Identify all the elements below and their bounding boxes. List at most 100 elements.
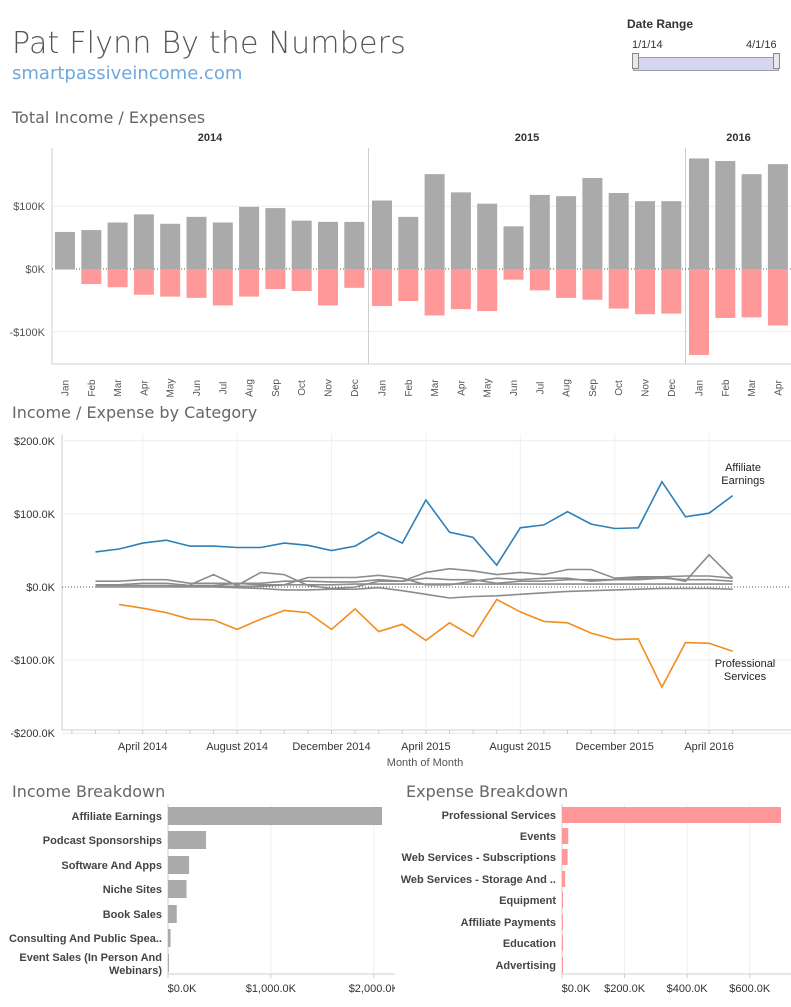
expense-bar — [582, 269, 603, 300]
date-range-end: 4/1/16 — [746, 39, 777, 51]
page-title: Pat Flynn By the Numbers — [12, 26, 406, 61]
income-bar — [582, 177, 603, 269]
income-bar — [450, 192, 471, 269]
expense-breakdown-bar — [562, 828, 569, 844]
site-link[interactable]: smartpassiveincome.com — [12, 63, 243, 84]
expense-bar — [372, 269, 392, 307]
expense-bar — [318, 269, 338, 306]
income-bar — [55, 231, 75, 269]
x-tick-label: April 2016 — [684, 741, 734, 753]
income-breakdown-bar — [168, 856, 190, 874]
income-bar — [107, 222, 128, 269]
date-range-label: Date Range — [627, 17, 694, 31]
expense-bar — [608, 269, 629, 309]
income-breakdown-bar — [168, 880, 187, 898]
expense-bar — [291, 269, 312, 291]
category-label: Niche Sites — [103, 884, 162, 896]
income-bar — [741, 174, 762, 269]
date-range-start-handle[interactable] — [632, 53, 639, 69]
panel-header: 2016 — [726, 132, 750, 144]
month-tick-label: Sep — [271, 379, 282, 397]
month-tick-label: Dec — [350, 379, 361, 397]
income-breakdown-title: Income Breakdown — [12, 782, 166, 801]
y-tick-label: -$100.0K — [10, 655, 55, 667]
expense-bar — [133, 269, 154, 295]
date-range-end-handle[interactable] — [773, 53, 780, 69]
y-tick-label: $0.0K — [26, 582, 55, 594]
y-tick-label: $200.0K — [14, 436, 56, 448]
month-tick-label: Feb — [87, 379, 98, 397]
x-tick-label: April 2014 — [118, 741, 168, 753]
expense-breakdown-bar — [562, 849, 568, 865]
professional-services-label: Professional — [715, 658, 776, 670]
expense-breakdown-title: Expense Breakdown — [406, 782, 569, 801]
expense-breakdown-chart: Professional Services Events Web Services … — [401, 804, 791, 995]
income-bar — [212, 222, 233, 269]
total-income-expenses-chart: $100K $0K -$100K 2014 2015 2016 Jan Feb Mar Apr Ma… — [10, 132, 791, 398]
affiliate-earnings-label: Affiliate — [725, 462, 761, 474]
expense-bar — [767, 269, 788, 326]
professional-services-line — [118, 598, 733, 689]
panel-header: 2015 — [515, 132, 539, 144]
y-tick-label: -$200.0K — [10, 728, 55, 740]
panel-header: 2014 — [198, 132, 223, 144]
income-breakdown-chart: Affiliate Earnings Podcast Sponsorships So… — [9, 804, 395, 995]
expense-bar — [715, 269, 736, 318]
month-tick-label: May — [166, 379, 177, 398]
expense-bar — [556, 269, 577, 298]
x-axis-label: Month of Month — [387, 757, 463, 769]
income-bar — [767, 164, 788, 269]
expense-breakdown-bar — [562, 892, 563, 908]
month-tick-label: Oct — [297, 380, 308, 396]
month-tick-label: Apr — [773, 380, 784, 396]
category-label: Professional Services — [442, 810, 556, 822]
income-bar — [477, 203, 498, 269]
month-tick-label: Jul — [535, 382, 546, 395]
category-line — [95, 583, 733, 588]
month-tick-label: Sep — [588, 379, 599, 397]
month-tick-label: Dec — [667, 379, 678, 397]
category-label: Advertising — [495, 960, 556, 972]
expense-bar — [477, 269, 498, 312]
expense-bar — [450, 269, 471, 310]
affiliate-earnings-line — [95, 480, 734, 567]
income-bar — [186, 216, 207, 269]
date-range-slider[interactable] — [633, 57, 779, 71]
income-bar — [635, 201, 655, 269]
income-bar — [291, 220, 312, 269]
x-tick-label: August 2014 — [206, 741, 268, 753]
month-tick-label: Jun — [509, 380, 520, 396]
x-tick-label: April 2015 — [401, 741, 451, 753]
expense-breakdown-bar — [562, 871, 566, 887]
month-tick-label: Nov — [641, 379, 652, 397]
expense-bar — [212, 269, 233, 306]
expense-bar — [424, 269, 445, 316]
income-bar — [608, 193, 629, 269]
expense-bar — [661, 269, 682, 314]
income-bar — [265, 208, 286, 269]
expense-bar — [398, 269, 419, 302]
month-tick-label: Apr — [139, 380, 150, 396]
month-tick-label: Feb — [721, 379, 732, 397]
month-tick-label: Oct — [614, 380, 625, 396]
expense-bar — [239, 269, 260, 297]
income-bar — [503, 226, 524, 269]
affiliate-earnings-label: Earnings — [721, 475, 765, 487]
expense-bar — [635, 269, 655, 315]
expense-breakdown-bar — [562, 935, 563, 951]
expense-bar — [265, 269, 286, 290]
expense-bar — [529, 269, 550, 291]
income-bar — [372, 200, 392, 269]
x-tick-label: $0.0K — [168, 983, 197, 995]
x-tick-label: December 2015 — [576, 741, 654, 753]
income-breakdown-bar — [168, 807, 382, 825]
category-label: Web Services - Storage And .. — [401, 874, 556, 886]
category-line-chart: $200.0K $100.0K $0.0K -$100.0K -$200.0K April… — [10, 434, 791, 769]
x-tick-label: $200.0K — [604, 983, 646, 995]
y-tick-label: $100K — [13, 201, 45, 213]
income-bar — [715, 160, 736, 269]
category-label: Consulting And Public Spea.. — [9, 933, 162, 945]
month-tick-label: May — [483, 379, 494, 398]
category-label: Event Sales (In Person And — [19, 952, 162, 964]
y-tick-label: $100.0K — [14, 509, 56, 521]
